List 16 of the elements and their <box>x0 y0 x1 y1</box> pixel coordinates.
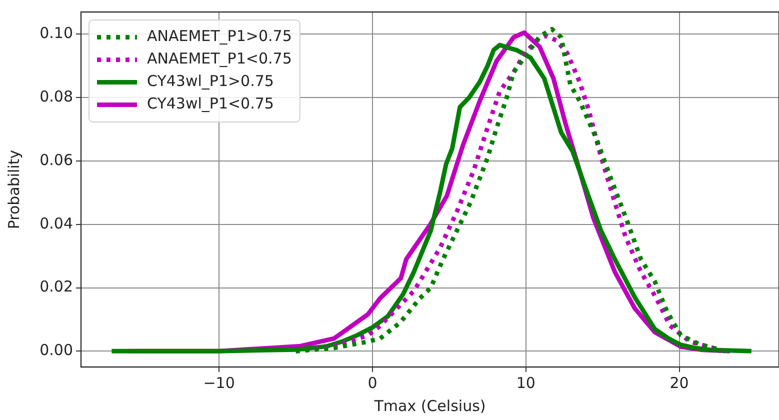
y-tick-label: 0.04 <box>40 214 73 232</box>
legend-label: ANAEMET_P1<0.75 <box>147 50 292 68</box>
y-tick-label: 0.02 <box>40 278 73 296</box>
x-tick-label: 0 <box>368 374 378 392</box>
x-tick-label: −10 <box>203 374 235 392</box>
y-tick-label: 0.06 <box>40 150 73 169</box>
x-axis-title: Tmax (Celsius) <box>373 396 486 415</box>
y-tick-label: 0.08 <box>40 87 73 106</box>
x-tick-label: 20 <box>670 374 689 392</box>
legend-label: CY43wl_P1<0.75 <box>147 94 274 113</box>
y-tick-label: 0.10 <box>40 24 73 42</box>
legend-label: ANAEMET_P1>0.75 <box>147 27 292 46</box>
y-tick-label: 0.00 <box>40 341 73 360</box>
x-tick-label: 10 <box>516 374 536 392</box>
y-axis-title: Probability <box>4 150 23 230</box>
legend-label: CY43wl_P1>0.75 <box>147 72 274 90</box>
